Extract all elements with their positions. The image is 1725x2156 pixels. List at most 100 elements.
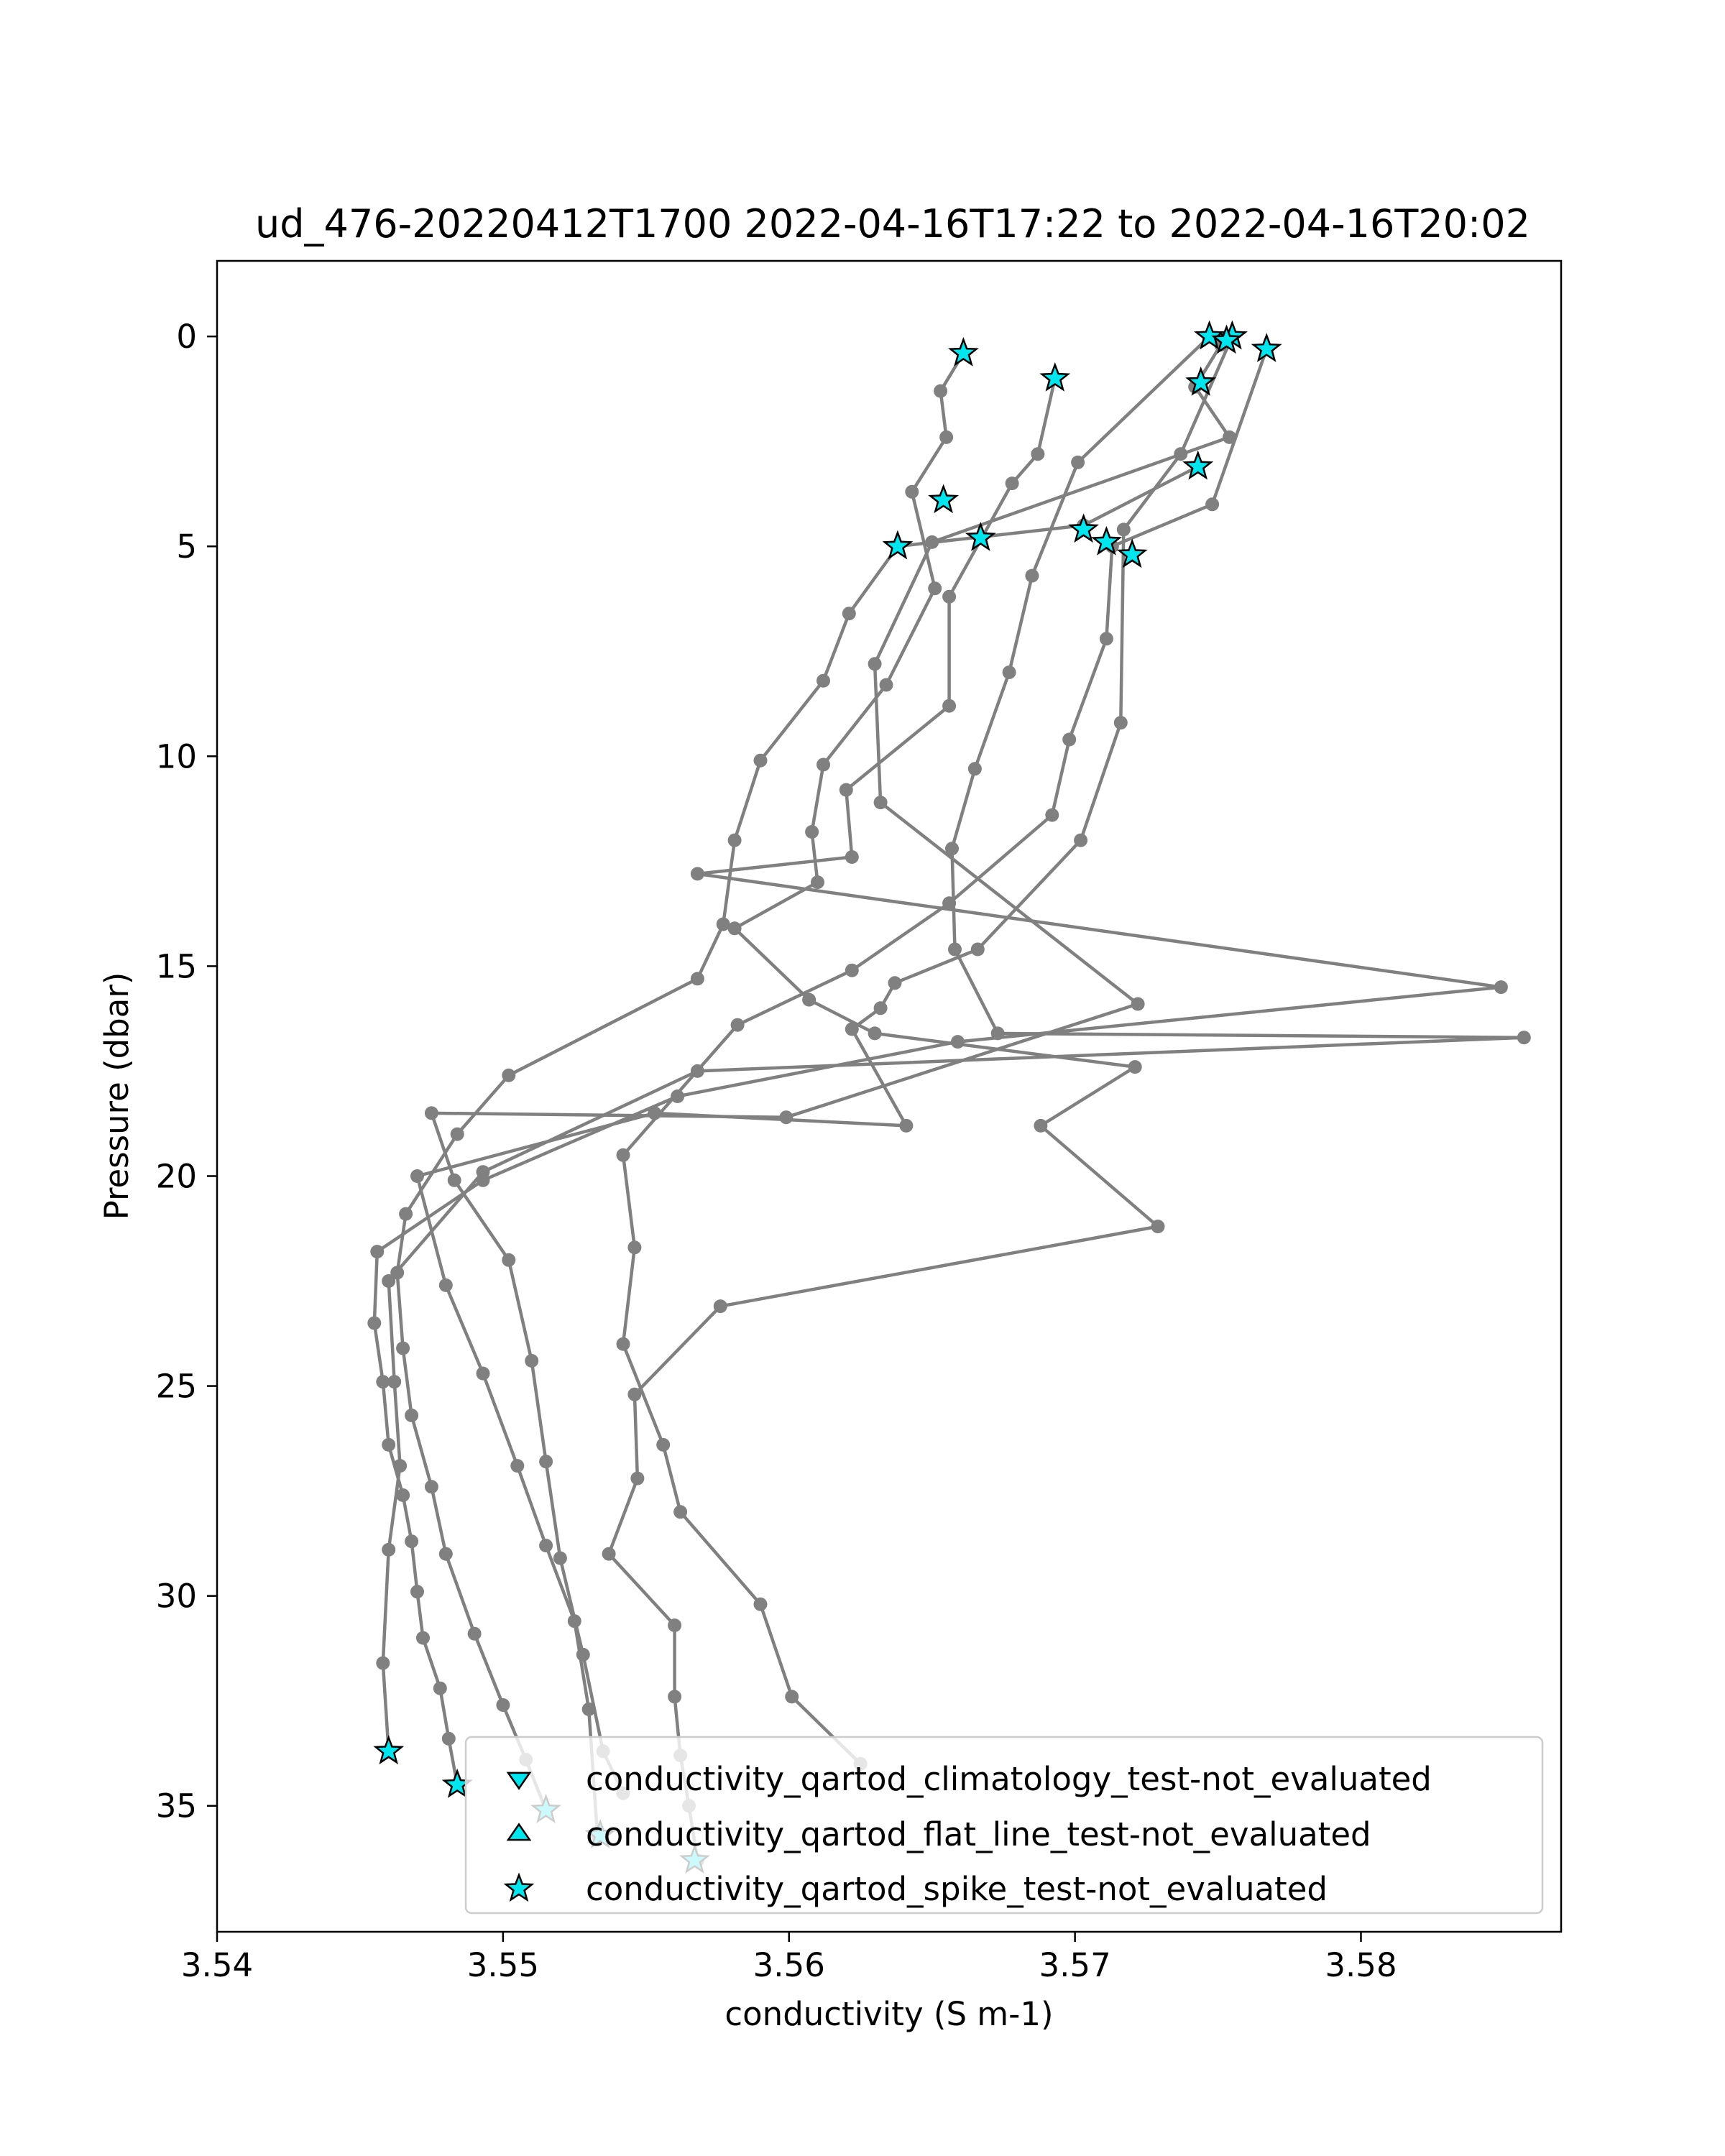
- data-point: [967, 762, 982, 776]
- data-point: [873, 1001, 888, 1015]
- x-tick-label: 3.58: [1325, 1946, 1397, 1984]
- spike-flag-star: [1039, 362, 1071, 392]
- flagged-points: [373, 320, 1282, 1874]
- spike-flag-star: [882, 530, 914, 560]
- data-point: [845, 850, 859, 864]
- data-point: [627, 1387, 642, 1401]
- data-point: [1113, 716, 1128, 730]
- data-point: [873, 796, 888, 810]
- data-point: [410, 1585, 424, 1599]
- y-tick-label: 15: [156, 947, 197, 985]
- data-point: [447, 1173, 461, 1187]
- spike-flag-star: [947, 336, 979, 367]
- data-point: [899, 1118, 914, 1133]
- data-point: [934, 384, 948, 398]
- data-point: [630, 1471, 645, 1485]
- data-point: [1494, 980, 1508, 995]
- data-point: [802, 992, 816, 1007]
- data-point: [668, 1690, 682, 1704]
- spike-flag-star: [373, 1735, 405, 1765]
- data-point: [942, 699, 957, 713]
- data-point: [576, 1647, 590, 1662]
- data-point: [553, 1551, 567, 1565]
- data-point: [382, 1274, 396, 1288]
- data-point: [868, 1026, 882, 1041]
- data-point: [888, 976, 902, 990]
- data-point: [727, 833, 742, 847]
- y-tick-label: 10: [156, 737, 197, 775]
- data-point: [690, 867, 704, 881]
- x-tick-label: 3.57: [1039, 1946, 1111, 1984]
- spike-flag-star: [1182, 450, 1214, 480]
- data-point: [502, 1253, 516, 1267]
- data-point: [567, 1614, 581, 1628]
- data-point: [396, 1488, 410, 1502]
- data-point: [525, 1354, 539, 1368]
- y-tick-label: 0: [176, 318, 197, 356]
- data-point: [502, 1068, 516, 1082]
- spike-flag-star: [1185, 366, 1217, 396]
- data-point: [730, 1018, 745, 1032]
- spike-flag-star: [1251, 333, 1282, 362]
- legend-entry-label: conductivity_qartod_climatology_test-not…: [586, 1760, 1432, 1798]
- data-point: [476, 1165, 490, 1179]
- data-point: [842, 607, 856, 621]
- data-point: [805, 825, 819, 839]
- data-point: [387, 1375, 402, 1389]
- data-point: [648, 1106, 662, 1120]
- data-point: [668, 1618, 682, 1633]
- y-tick-label: 20: [156, 1157, 197, 1195]
- y-tick-label: 35: [156, 1787, 197, 1825]
- data-point: [879, 678, 893, 692]
- data-point: [716, 917, 730, 931]
- data-point: [925, 535, 939, 549]
- data-point: [1099, 632, 1113, 646]
- x-axis-ticks: 3.54 3.55 3.56 3.57 3.58: [181, 1932, 1397, 1984]
- data-point: [1174, 447, 1188, 461]
- data-point: [476, 1366, 490, 1381]
- data-point: [1045, 808, 1059, 822]
- data-point: [416, 1631, 430, 1645]
- spike-flag-star: [1090, 525, 1122, 556]
- data-point: [816, 673, 830, 688]
- data-point: [1131, 997, 1145, 1011]
- data-point: [602, 1547, 616, 1561]
- data-point: [1034, 1118, 1048, 1133]
- data-point: [382, 1542, 396, 1557]
- data-point: [1151, 1220, 1165, 1234]
- data-point: [438, 1547, 453, 1561]
- data-point: [376, 1375, 390, 1389]
- data-point: [496, 1698, 510, 1712]
- data-point: [785, 1690, 799, 1704]
- data-point: [441, 1731, 456, 1746]
- data-point: [753, 1597, 768, 1611]
- data-point: [367, 1316, 382, 1330]
- data-point: [951, 1035, 965, 1049]
- data-point: [671, 1089, 685, 1103]
- data-point: [1128, 1060, 1142, 1074]
- data-point: [1116, 522, 1131, 537]
- data-point: [399, 1207, 413, 1221]
- data-point: [424, 1480, 438, 1494]
- data-point: [438, 1278, 453, 1292]
- data-point: [410, 1169, 424, 1183]
- data-point: [845, 1022, 859, 1036]
- y-axis-ticks: 0 5 10 15 20 25 30 35: [156, 318, 217, 1825]
- data-point: [656, 1437, 671, 1452]
- data-point: [382, 1437, 396, 1452]
- data-point: [616, 1337, 630, 1351]
- legend-box: [464, 1736, 1544, 1915]
- y-tick-label: 5: [176, 528, 197, 566]
- data-point: [376, 1656, 390, 1670]
- series-line-1: [607, 352, 1160, 1861]
- data-point: [539, 1455, 553, 1469]
- data-point: [779, 1110, 794, 1125]
- data-point: [370, 1245, 385, 1259]
- data-point: [1071, 455, 1085, 469]
- data-point: [1025, 568, 1039, 583]
- y-axis-label: Pressure (dbar): [98, 972, 136, 1220]
- spike-flag-star: [1068, 513, 1100, 543]
- x-axis-label: conductivity (S m-1): [724, 1995, 1053, 2033]
- data-point: [450, 1127, 464, 1141]
